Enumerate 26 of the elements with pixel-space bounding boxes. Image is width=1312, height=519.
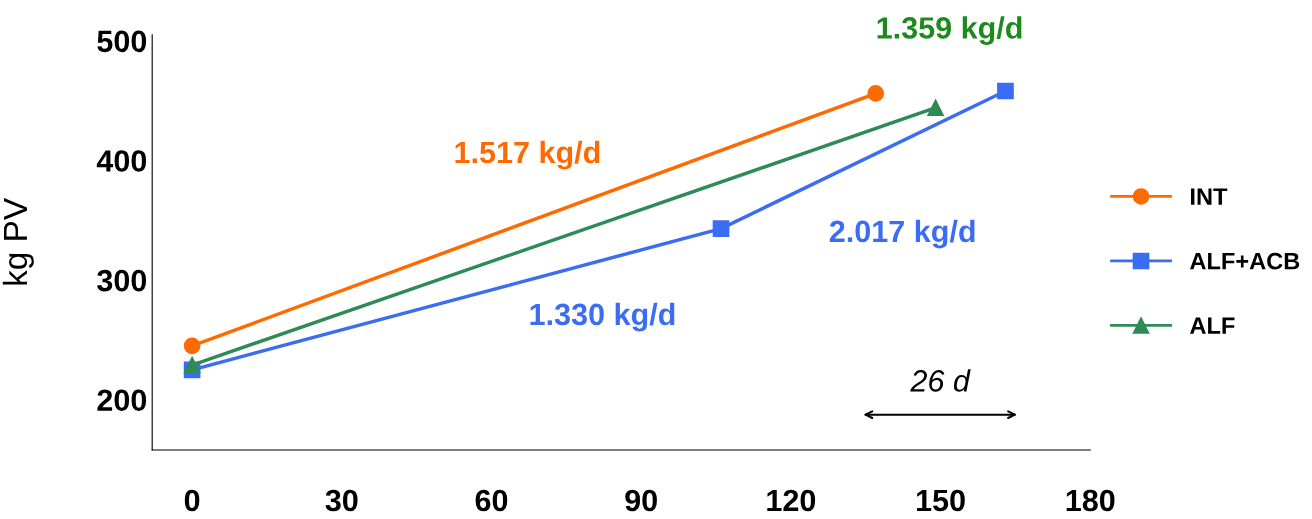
annotation: 1.330 kg/d (530, 302, 675, 332)
point (867, 85, 885, 102)
x-tick-label: 150 (917, 489, 965, 512)
legend-label: INT (1191, 188, 1228, 205)
point (997, 82, 1014, 100)
point (183, 356, 201, 374)
legend-label: ALF (1190, 317, 1235, 334)
x-tick-label: 30 (325, 489, 358, 512)
x-tick-label: 180 (1066, 489, 1115, 512)
point (712, 220, 730, 237)
annotation: 2.017 kg/d (829, 219, 975, 249)
annotation: 1.517 kg/d (455, 140, 600, 170)
x-tick-label: 90 (625, 489, 657, 512)
y-tick-label: 500 (97, 30, 147, 53)
x-tick-label: 120 (767, 489, 816, 512)
x-tick-label: 0 (184, 489, 200, 512)
point (927, 99, 944, 117)
x-tick-label: 60 (475, 489, 508, 512)
annotation: 26 d (910, 369, 971, 392)
annotation: 1.359 kg/d (877, 16, 1022, 45)
legend-label: ALF+ACB (1190, 252, 1300, 270)
y-tick-label: 400 (96, 150, 147, 172)
y-axis-title: kg PV (2, 198, 34, 285)
point (183, 337, 201, 355)
y-tick-label: 300 (97, 269, 147, 292)
y-tick-label: 200 (97, 389, 147, 412)
